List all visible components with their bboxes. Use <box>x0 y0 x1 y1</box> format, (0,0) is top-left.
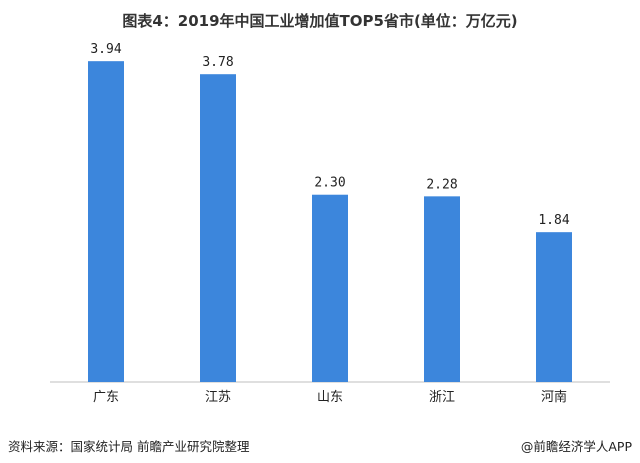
data-label-4: 1.84 <box>538 213 569 228</box>
data-label-1: 3.78 <box>202 55 233 70</box>
data-label-0: 3.94 <box>90 42 121 57</box>
x-tick-label-3: 浙江 <box>429 390 455 405</box>
data-label-2: 2.30 <box>314 176 345 191</box>
bar-0 <box>88 61 124 383</box>
bar-2 <box>312 194 348 382</box>
x-tick-label-2: 山东 <box>317 390 343 405</box>
x-tick-label-4: 河南 <box>541 389 567 405</box>
x-tick-label-1: 江苏 <box>205 389 231 405</box>
bar-1 <box>200 74 236 382</box>
x-tick-label-0: 广东 <box>93 390 119 405</box>
data-label-3: 2.28 <box>426 177 457 192</box>
credit-note: @前瞻经济学人APP <box>520 439 632 454</box>
bar-chart: 3.94 广东 3.78 江苏 2.30 山东 2.28 浙江 1.84 河南 <box>50 42 610 405</box>
source-note: 资料来源：国家统计局 前瞻产业研究院整理 <box>8 439 250 454</box>
bar-4 <box>536 232 572 382</box>
chart-title: 图表4：2019年中国工业增加值TOP5省市(单位：万亿元) <box>122 12 518 30</box>
bar-3 <box>424 196 460 382</box>
